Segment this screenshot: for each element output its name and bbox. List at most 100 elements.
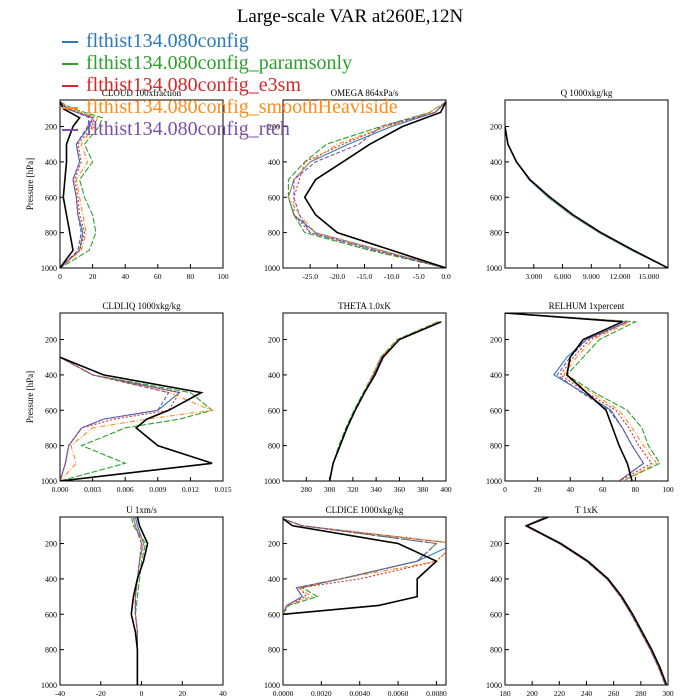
y-tick-label: 1000 — [264, 681, 280, 690]
series-line — [60, 356, 214, 481]
chart-panel: THETA 1.0xK 200 400 600 800 1000 280 300 320 340 3… — [264, 301, 452, 494]
y-tick-label: 800 — [490, 229, 502, 238]
y-tick-label: 200 — [490, 123, 502, 132]
y-tick-label: 600 — [490, 610, 502, 619]
figure-title: Large-scale VAR at260E,12N — [236, 6, 464, 27]
y-tick-label: 1000 — [41, 477, 57, 486]
x-tick-label: 0.0 — [441, 272, 451, 281]
y-tick-label: 400 — [45, 575, 57, 584]
x-tick-label: 280 — [635, 689, 647, 698]
series-line — [505, 313, 658, 481]
x-tick-label: -25.0 — [302, 272, 318, 281]
x-tick-label: -15.0 — [357, 272, 373, 281]
x-tick-label: 0.012 — [182, 485, 199, 494]
series-line — [60, 356, 215, 481]
series-line — [329, 321, 440, 481]
y-tick-label: 400 — [45, 371, 57, 380]
y-tick-label: 800 — [45, 229, 57, 238]
y-tick-label: 200 — [268, 123, 280, 132]
series-line — [329, 321, 441, 481]
x-tick-label: -20 — [96, 689, 106, 698]
series-line — [505, 126, 668, 268]
legend-entry: flthist134.080config_paramsonly — [62, 52, 398, 74]
x-tick-label: 360 — [394, 485, 406, 494]
series-line — [303, 101, 446, 268]
plot-frame — [282, 312, 447, 482]
y-tick-label: 800 — [268, 229, 280, 238]
series-line — [505, 126, 668, 268]
series-line — [505, 313, 645, 481]
y-tick-label: 400 — [490, 371, 502, 380]
x-tick-label: 240 — [581, 689, 593, 698]
series-line — [328, 321, 442, 481]
series-line — [329, 321, 441, 481]
y-axis-label: Pressure [hPa] — [25, 158, 35, 210]
series-line — [524, 517, 666, 685]
y-tick-label: 400 — [45, 158, 57, 167]
y-tick-label: 200 — [45, 540, 57, 549]
series-line — [505, 126, 668, 268]
x-tick-label: 20 — [534, 485, 542, 494]
x-tick-label: 20 — [179, 689, 187, 698]
x-tick-label: 6.000 — [554, 272, 571, 281]
series-line — [329, 321, 439, 481]
series-line — [60, 356, 213, 481]
panel-title: OMEGA 864xPa/s — [331, 88, 399, 98]
x-tick-label: 0.015 — [215, 485, 232, 494]
legend-swatch — [62, 63, 78, 66]
series-line — [505, 313, 645, 481]
x-tick-label: 0.006 — [117, 485, 134, 494]
panel-title: U 1xm/s — [126, 505, 157, 515]
x-tick-label: 40 — [121, 272, 129, 281]
x-tick-label: -10.0 — [384, 272, 400, 281]
x-tick-label: 15.000 — [639, 272, 660, 281]
y-tick-label: 600 — [45, 406, 57, 415]
legend-entry: flthist134.080config_e3sm — [62, 74, 398, 96]
x-tick-label: 280 — [301, 485, 313, 494]
legend: flthist134.080config flthist134.080config… — [62, 30, 398, 140]
chart-panel: U 1xm/s 200 400 600 800 1000-40 -20 0 20 40 — [41, 505, 227, 698]
y-tick-label: 800 — [45, 646, 57, 655]
series-line — [505, 126, 668, 268]
y-axis-label: Pressure [hPa] — [25, 371, 35, 423]
series-line — [524, 517, 666, 685]
series-line — [283, 518, 438, 616]
x-tick-label: 0.0040 — [349, 689, 370, 698]
y-tick-label: 600 — [490, 193, 502, 202]
x-tick-label: -5.0 — [413, 272, 425, 281]
x-tick-label: 0.000 — [52, 485, 69, 494]
x-tick-label: 300 — [324, 485, 336, 494]
x-tick-label: 220 — [554, 689, 566, 698]
x-tick-label: 180 — [499, 689, 511, 698]
x-tick-label: -20.0 — [330, 272, 346, 281]
series-line — [505, 126, 668, 268]
x-tick-label: 80 — [187, 272, 195, 281]
y-tick-label: 600 — [490, 406, 502, 415]
series-line — [60, 101, 104, 268]
x-tick-label: 380 — [417, 485, 429, 494]
y-tick-label: 200 — [45, 336, 57, 345]
y-tick-label: 1000 — [41, 681, 57, 690]
x-tick-label: 320 — [347, 485, 359, 494]
chart-panel: CLDLIQ 1000xkg/kg Pressure [hPa] 200 400 600… — [25, 301, 232, 494]
legend-entry: flthist134.080config_smoothHeaviside — [62, 96, 398, 118]
legend-swatch — [62, 41, 78, 44]
series-line — [505, 126, 668, 268]
series-line — [283, 518, 446, 615]
series-line — [505, 313, 633, 481]
y-tick-label: 400 — [268, 575, 280, 584]
y-tick-label: 200 — [268, 540, 280, 549]
plot-frame — [504, 516, 669, 686]
x-tick-label: 100 — [662, 485, 674, 494]
series-line — [329, 321, 441, 481]
y-tick-label: 400 — [490, 158, 502, 167]
x-tick-label: 20 — [89, 272, 97, 281]
x-tick-label: 340 — [371, 485, 383, 494]
x-tick-label: 0 — [503, 485, 507, 494]
series-line — [130, 517, 147, 685]
panel-title: CLDLIQ 1000xkg/kg — [102, 301, 181, 311]
y-tick-label: 400 — [268, 158, 280, 167]
